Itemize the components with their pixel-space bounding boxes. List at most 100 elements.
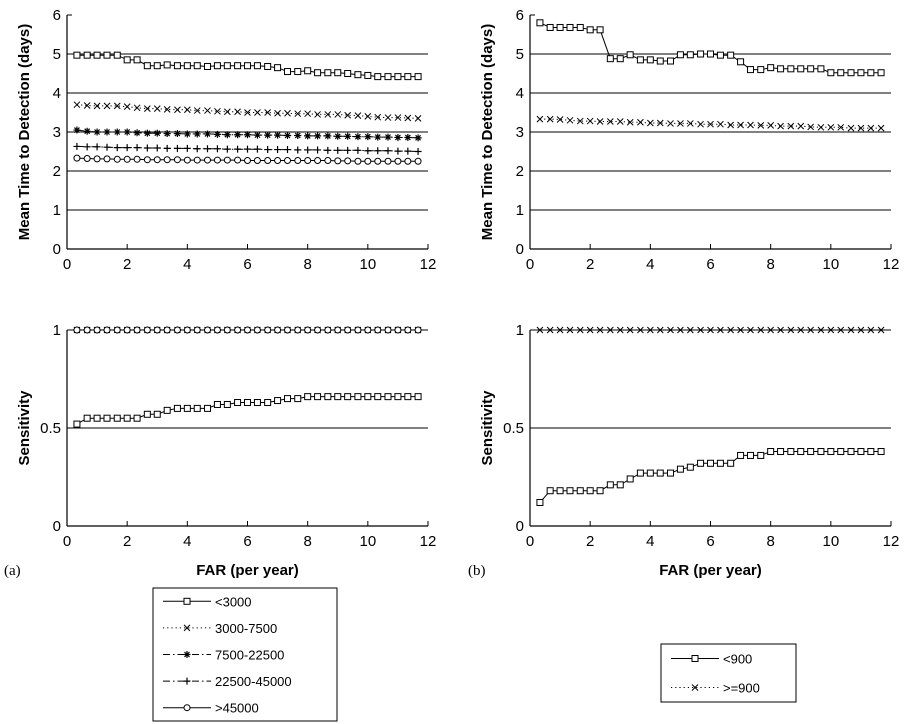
legend-entry: <3000 <box>163 594 252 609</box>
data-point <box>83 102 91 109</box>
data-point <box>707 50 714 58</box>
data-point <box>546 115 554 123</box>
data-point <box>636 469 644 477</box>
legend-label: 22500-45000 <box>215 674 292 689</box>
data-point <box>223 400 231 408</box>
data-point <box>324 69 332 77</box>
data-point <box>404 73 412 81</box>
x-axis-title: FAR (per year) <box>659 562 762 579</box>
data-point <box>404 157 412 165</box>
data-point <box>344 393 352 401</box>
data-point <box>214 107 221 115</box>
data-point <box>133 56 141 64</box>
data-point <box>566 487 574 495</box>
x-tick-label: 10 <box>822 533 839 550</box>
x-tick-label: 10 <box>359 533 376 550</box>
data-point <box>364 133 372 141</box>
y-tick-label: 1 <box>516 322 524 339</box>
data-point <box>113 102 121 110</box>
data-point <box>717 120 724 128</box>
y-tick-label: 0.5 <box>503 420 524 437</box>
data-point <box>83 51 91 59</box>
data-point <box>364 147 372 155</box>
y-tick-label: 5 <box>516 46 524 63</box>
y-tick-label: 0 <box>516 518 524 535</box>
data-point <box>394 133 402 141</box>
data-point <box>203 62 211 70</box>
data-point <box>253 326 261 334</box>
x-tick-label: 0 <box>63 533 71 550</box>
x-tick-label: 6 <box>243 256 251 273</box>
data-point <box>153 410 161 418</box>
data-point <box>686 51 694 59</box>
data-point <box>83 326 91 334</box>
data-point <box>364 113 372 120</box>
data-point <box>384 73 392 81</box>
data-point <box>576 23 584 31</box>
data-point <box>253 131 261 139</box>
data-point <box>404 114 412 122</box>
data-point <box>143 144 151 152</box>
data-point <box>314 156 322 164</box>
data-point <box>394 326 402 334</box>
data-point <box>364 326 372 334</box>
data-point <box>807 326 815 334</box>
data-point <box>354 71 362 79</box>
x-tick-label: 2 <box>123 256 131 273</box>
x-tick-label: 10 <box>359 256 376 273</box>
x-tick-label: 8 <box>303 533 311 550</box>
y-tick-label: 3 <box>53 124 61 141</box>
y-tick-label: 0 <box>516 241 524 258</box>
data-point <box>304 393 312 401</box>
data-point <box>73 154 81 162</box>
data-point <box>163 326 171 334</box>
panel-label-b: (b) <box>468 563 486 579</box>
legend-marker <box>183 651 191 658</box>
data-point <box>646 56 654 64</box>
data-point <box>294 132 302 140</box>
data-point <box>324 393 332 401</box>
data-point <box>163 61 171 69</box>
data-point <box>576 326 584 334</box>
series->45000 <box>73 154 422 165</box>
x-tick-label: 12 <box>883 256 900 273</box>
data-point <box>737 58 745 66</box>
y-tick-label: 0 <box>53 518 61 535</box>
data-point <box>536 326 544 334</box>
data-point <box>234 108 241 116</box>
data-point <box>174 106 181 114</box>
x-tick-label: 12 <box>420 256 437 273</box>
data-point <box>183 156 191 164</box>
legend-marker <box>183 677 191 685</box>
data-point <box>153 326 161 334</box>
data-point <box>223 326 231 334</box>
data-point <box>264 399 272 407</box>
data-point <box>163 144 171 152</box>
y-tick-label: 0 <box>53 241 61 258</box>
data-point <box>344 132 352 140</box>
data-point <box>83 155 91 163</box>
data-point <box>767 448 775 456</box>
data-point <box>364 393 372 401</box>
data-point <box>354 146 362 154</box>
data-point <box>193 107 201 114</box>
data-point <box>596 326 604 334</box>
data-point <box>334 393 342 401</box>
data-point <box>606 118 614 125</box>
data-point <box>847 69 855 77</box>
data-point <box>556 487 564 495</box>
data-point <box>394 73 402 81</box>
data-point <box>334 69 342 77</box>
data-point <box>324 326 332 334</box>
x-tick-label: 12 <box>420 533 437 550</box>
data-point <box>93 143 101 151</box>
data-point <box>707 326 714 334</box>
data-point <box>304 67 312 75</box>
data-point <box>103 128 111 136</box>
data-point <box>727 121 735 129</box>
data-point <box>877 448 885 456</box>
data-point <box>737 451 745 459</box>
x-tick-label: 4 <box>646 533 654 550</box>
chart-b-bottom: 0 2 4 6 8 10 12 0 0.5 1 Sensitivity FAR (per year) <box>479 322 899 579</box>
data-point <box>133 326 141 334</box>
